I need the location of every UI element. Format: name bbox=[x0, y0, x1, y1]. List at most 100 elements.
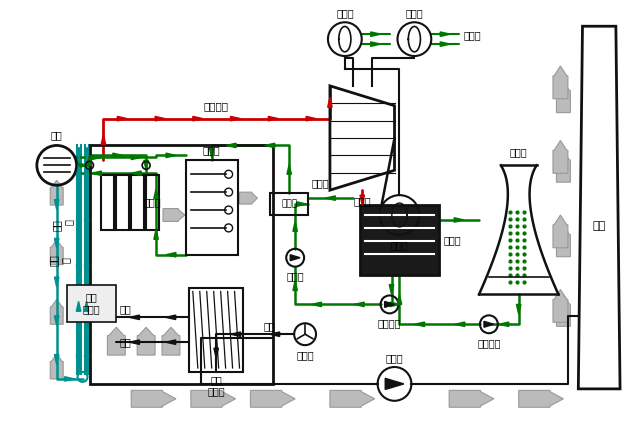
Polygon shape bbox=[131, 390, 176, 407]
Polygon shape bbox=[137, 327, 155, 355]
Polygon shape bbox=[76, 211, 81, 221]
Text: 冷风: 冷风 bbox=[264, 321, 275, 331]
Polygon shape bbox=[355, 302, 364, 307]
Bar bbox=[90, 145, 273, 384]
Text: 吹风机: 吹风机 bbox=[296, 350, 314, 360]
Text: 省煤器: 省煤器 bbox=[203, 145, 221, 155]
Polygon shape bbox=[553, 290, 568, 322]
Polygon shape bbox=[484, 321, 494, 327]
Polygon shape bbox=[92, 155, 101, 160]
Polygon shape bbox=[360, 195, 364, 205]
Polygon shape bbox=[518, 390, 563, 407]
Polygon shape bbox=[76, 256, 81, 266]
Polygon shape bbox=[553, 140, 568, 173]
Polygon shape bbox=[293, 221, 298, 231]
Text: 粉煤: 粉煤 bbox=[119, 337, 131, 347]
Polygon shape bbox=[556, 225, 570, 257]
Polygon shape bbox=[155, 116, 165, 121]
Polygon shape bbox=[371, 42, 381, 46]
Polygon shape bbox=[390, 302, 400, 307]
Text: 过热蒸汽: 过热蒸汽 bbox=[203, 101, 228, 111]
Polygon shape bbox=[265, 143, 275, 148]
Polygon shape bbox=[166, 253, 176, 257]
Polygon shape bbox=[268, 116, 278, 121]
Bar bbox=[146, 175, 159, 230]
Polygon shape bbox=[51, 354, 63, 379]
Polygon shape bbox=[131, 155, 141, 160]
Polygon shape bbox=[131, 171, 141, 175]
Polygon shape bbox=[92, 171, 101, 175]
Text: 下降
管: 下降 管 bbox=[49, 254, 70, 266]
Polygon shape bbox=[154, 230, 158, 239]
Polygon shape bbox=[54, 199, 59, 209]
Text: 引风机: 引风机 bbox=[386, 353, 403, 363]
Polygon shape bbox=[328, 97, 332, 107]
Bar bbox=[116, 175, 129, 230]
Polygon shape bbox=[76, 166, 81, 176]
Text: 冷却塔: 冷却塔 bbox=[510, 148, 527, 157]
Polygon shape bbox=[54, 355, 59, 365]
Polygon shape bbox=[230, 116, 241, 121]
Bar bbox=[189, 287, 243, 372]
Polygon shape bbox=[166, 153, 176, 157]
Polygon shape bbox=[556, 151, 570, 182]
Polygon shape bbox=[113, 153, 123, 157]
Bar bbox=[101, 175, 115, 230]
Polygon shape bbox=[556, 294, 570, 326]
Bar bbox=[131, 175, 144, 230]
Polygon shape bbox=[553, 215, 568, 248]
Polygon shape bbox=[306, 116, 316, 121]
Polygon shape bbox=[455, 322, 465, 326]
Polygon shape bbox=[454, 218, 464, 222]
Polygon shape bbox=[397, 294, 402, 305]
Polygon shape bbox=[499, 322, 509, 326]
Polygon shape bbox=[84, 166, 89, 176]
Polygon shape bbox=[191, 390, 236, 407]
Polygon shape bbox=[440, 32, 450, 36]
Polygon shape bbox=[209, 148, 214, 158]
Polygon shape bbox=[129, 315, 140, 320]
Text: 水冷
壁: 水冷 壁 bbox=[52, 219, 74, 231]
Polygon shape bbox=[297, 202, 307, 206]
Polygon shape bbox=[163, 208, 185, 221]
Polygon shape bbox=[415, 322, 424, 326]
Polygon shape bbox=[87, 155, 92, 165]
Polygon shape bbox=[330, 390, 374, 407]
Text: 发电机: 发电机 bbox=[390, 240, 408, 250]
Polygon shape bbox=[54, 277, 59, 287]
Text: 冷油器: 冷油器 bbox=[336, 8, 354, 18]
Polygon shape bbox=[371, 32, 381, 36]
Text: 循环水: 循环水 bbox=[463, 30, 481, 40]
Polygon shape bbox=[269, 332, 280, 336]
Polygon shape bbox=[54, 316, 59, 326]
Polygon shape bbox=[78, 163, 88, 168]
Polygon shape bbox=[162, 327, 180, 355]
Text: 凝结水泵: 凝结水泵 bbox=[378, 318, 401, 328]
Polygon shape bbox=[108, 327, 125, 355]
Polygon shape bbox=[226, 143, 236, 148]
Polygon shape bbox=[214, 348, 218, 358]
Polygon shape bbox=[166, 315, 176, 320]
Bar bbox=[270, 193, 308, 215]
Polygon shape bbox=[51, 180, 63, 205]
Polygon shape bbox=[440, 42, 450, 46]
Text: 烟囱: 烟囱 bbox=[593, 221, 606, 231]
Text: 风冷器: 风冷器 bbox=[406, 8, 423, 18]
Polygon shape bbox=[51, 240, 63, 265]
Polygon shape bbox=[449, 390, 494, 407]
Polygon shape bbox=[101, 135, 106, 145]
Text: 凝汽器: 凝汽器 bbox=[443, 235, 461, 245]
Bar bbox=[360, 205, 439, 275]
Polygon shape bbox=[230, 332, 241, 336]
Polygon shape bbox=[84, 211, 89, 221]
Polygon shape bbox=[84, 301, 89, 311]
Polygon shape bbox=[84, 347, 89, 356]
Text: 空气
预热器: 空气 预热器 bbox=[207, 375, 225, 396]
Polygon shape bbox=[556, 81, 570, 113]
Polygon shape bbox=[312, 302, 321, 307]
Text: 循环水泵: 循环水泵 bbox=[477, 338, 500, 348]
Polygon shape bbox=[239, 192, 257, 204]
Text: 除氧器: 除氧器 bbox=[281, 199, 297, 208]
Polygon shape bbox=[117, 116, 127, 121]
Polygon shape bbox=[166, 340, 176, 344]
